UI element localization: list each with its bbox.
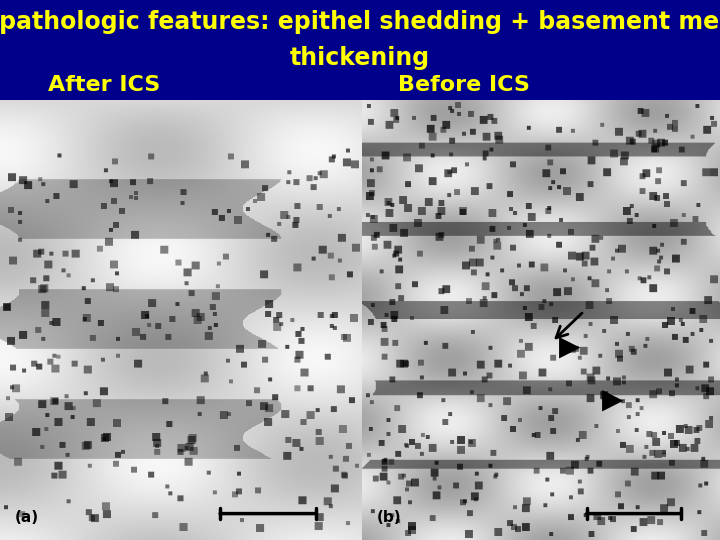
Text: (a): (a) bbox=[14, 510, 39, 525]
Text: After ICS: After ICS bbox=[48, 75, 161, 95]
Text: Typical pathologic features: epithel shedding + basement membrane: Typical pathologic features: epithel she… bbox=[0, 10, 720, 34]
Text: thickening: thickening bbox=[290, 46, 430, 70]
Text: (b): (b) bbox=[377, 510, 401, 525]
Text: ▶: ▶ bbox=[602, 385, 624, 413]
Text: ▶: ▶ bbox=[559, 332, 580, 360]
Text: Before ICS: Before ICS bbox=[398, 75, 531, 95]
